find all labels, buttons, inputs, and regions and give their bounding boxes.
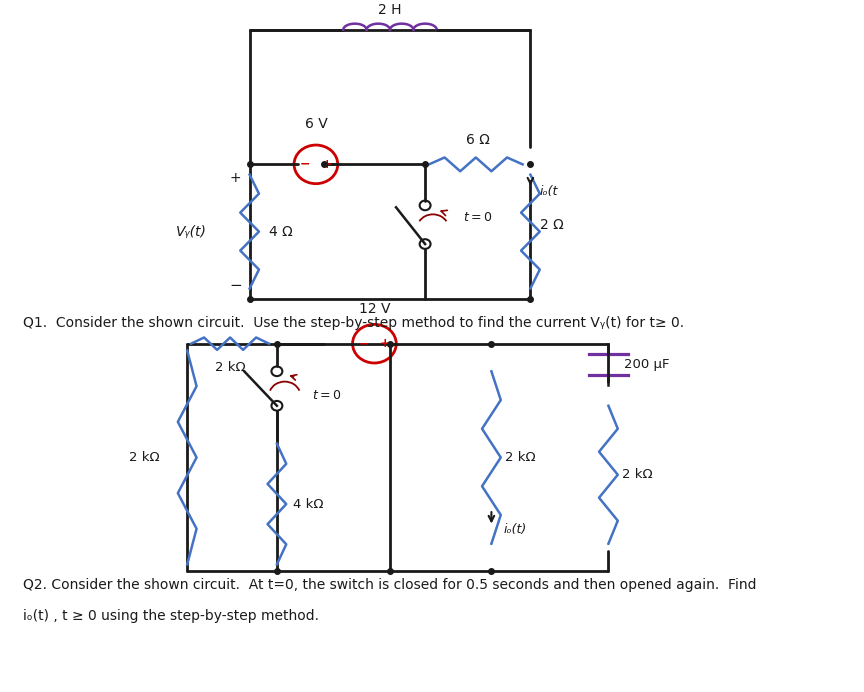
Text: iₒ(t): iₒ(t) <box>503 523 526 536</box>
Text: 12 V: 12 V <box>359 302 391 316</box>
Text: 200 μF: 200 μF <box>624 358 670 371</box>
Text: iₒ(t: iₒ(t <box>540 185 558 199</box>
Text: $t = 0$: $t = 0$ <box>462 211 492 224</box>
Text: +: + <box>380 337 391 350</box>
Text: 2 kΩ: 2 kΩ <box>130 451 160 464</box>
Text: 2 kΩ: 2 kΩ <box>622 468 653 481</box>
Text: −: − <box>229 277 242 293</box>
Text: 2 kΩ: 2 kΩ <box>215 361 245 374</box>
Text: −: − <box>300 158 310 171</box>
Text: 4 Ω: 4 Ω <box>269 225 293 239</box>
Text: 6 V: 6 V <box>304 117 327 131</box>
Text: 2 H: 2 H <box>378 3 402 17</box>
Text: +: + <box>230 171 241 185</box>
Text: −: − <box>359 337 369 350</box>
Text: 2 Ω: 2 Ω <box>540 218 563 232</box>
Text: Q1.  Consider the shown circuit.  Use the step-by-step method to find the curren: Q1. Consider the shown circuit. Use the … <box>23 316 684 330</box>
Text: 2 kΩ: 2 kΩ <box>505 451 536 464</box>
Text: Q2. Consider the shown circuit.  At t=0, the switch is closed for 0.5 seconds an: Q2. Consider the shown circuit. At t=0, … <box>23 578 757 592</box>
Text: iₒ(t) , t ≥ 0 using the step-by-step method.: iₒ(t) , t ≥ 0 using the step-by-step met… <box>23 609 320 623</box>
Text: 4 kΩ: 4 kΩ <box>293 498 323 511</box>
Text: Vᵧ(t): Vᵧ(t) <box>176 225 206 239</box>
Text: $t = 0$: $t = 0$ <box>312 389 341 402</box>
Text: +: + <box>321 158 332 171</box>
Text: 6 Ω: 6 Ω <box>466 133 490 147</box>
